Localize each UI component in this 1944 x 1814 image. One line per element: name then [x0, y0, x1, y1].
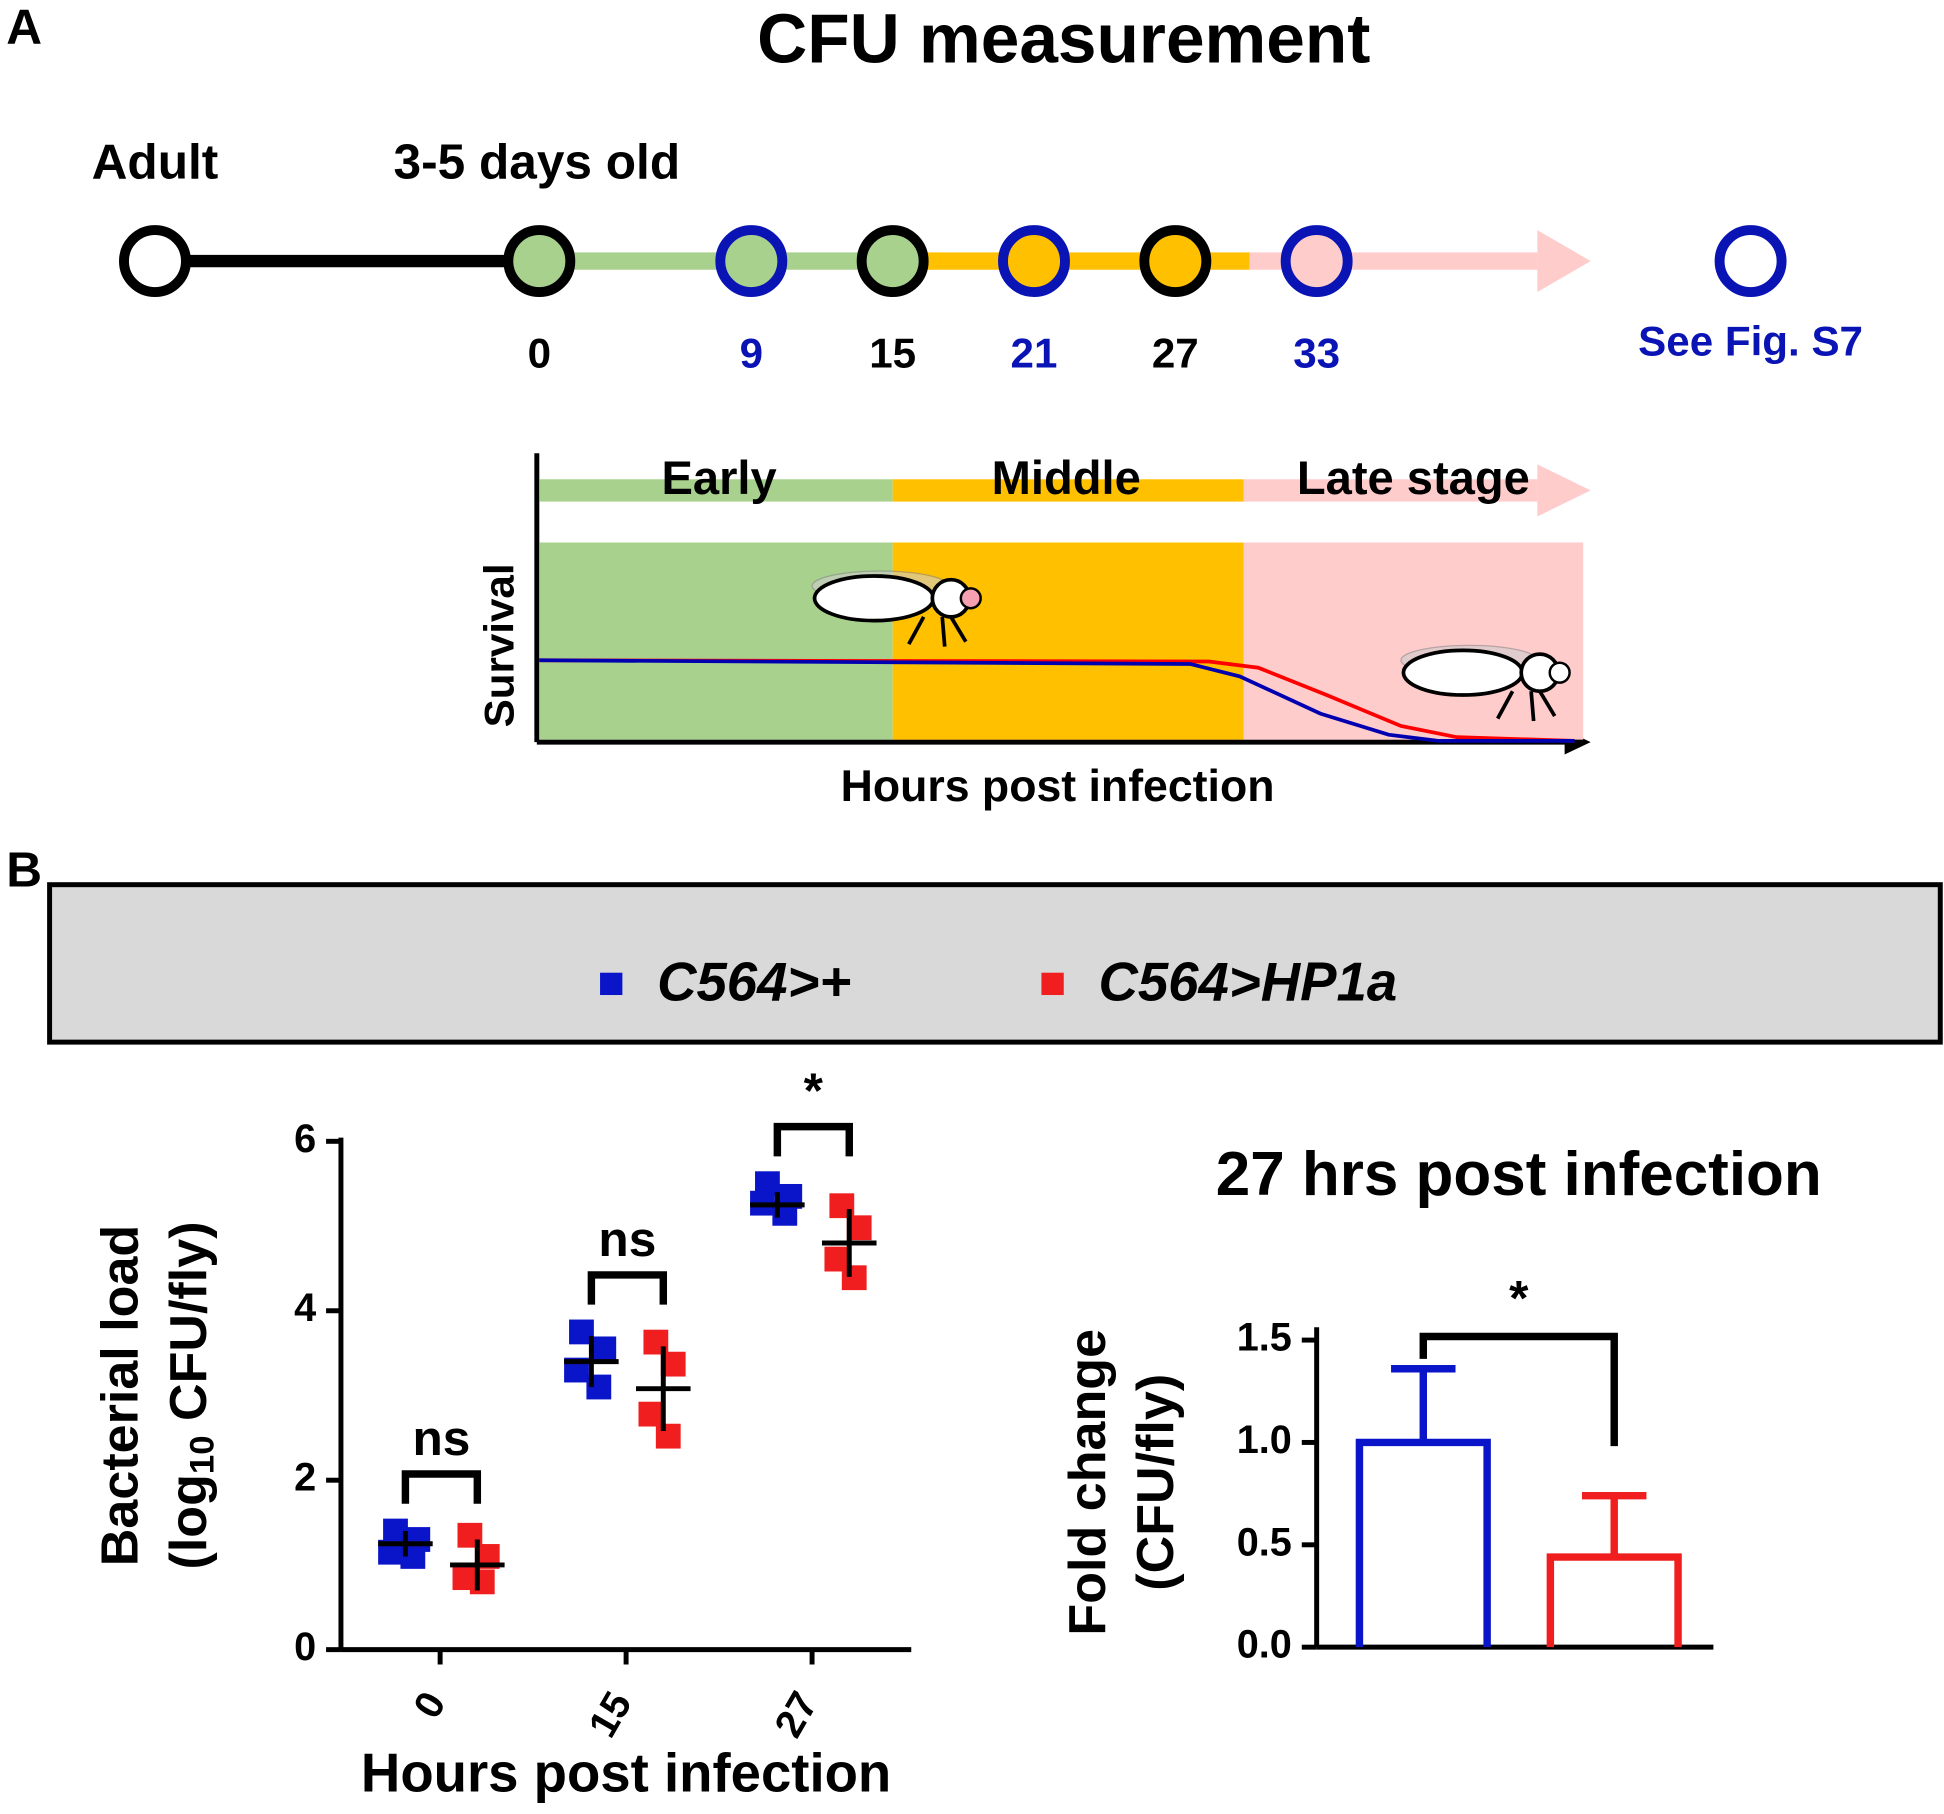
y-tick-label: 1.0: [1237, 1418, 1292, 1462]
timeline-node: [119, 225, 191, 298]
survival-curve: [539, 658, 1575, 743]
stage-block: [1243, 542, 1584, 740]
y-tick-label: 0.0: [1237, 1623, 1292, 1667]
timeline-label: 21: [1011, 330, 1058, 377]
timeline-arrow: [1537, 230, 1591, 293]
fly-legs: [1496, 690, 1557, 722]
x-tick-label: 0: [405, 1684, 454, 1725]
stage-block: [892, 542, 1244, 740]
stage-band: [1243, 479, 1538, 502]
y-tick-label: 0.5: [1237, 1520, 1292, 1564]
panel-label: B: [6, 842, 42, 898]
stage-arrow: [1537, 464, 1591, 517]
x-label: Hours post infection: [361, 1743, 891, 1804]
stage-block: [539, 542, 893, 740]
timeline-label: 15: [869, 330, 916, 377]
data-point: [591, 1336, 617, 1362]
x-tick-label: 27: [766, 1684, 826, 1744]
timeline-label: 33: [1293, 330, 1340, 377]
survival-curve: [539, 658, 1575, 743]
chart-title: 27 hrs post infection: [1216, 1140, 1822, 1209]
sig-bracket: [773, 1122, 853, 1157]
y-tick-label: 1.5: [1237, 1316, 1292, 1360]
legend-label: C564>HP1a: [1098, 952, 1397, 1013]
data-point: [638, 1401, 664, 1427]
timeline-node: [1139, 225, 1212, 298]
data-point: [841, 1265, 867, 1291]
y-label-part: (log: [160, 1474, 218, 1569]
stage-label: Late stage: [1297, 451, 1530, 504]
timeline-node: [715, 225, 788, 298]
fly-eye: [1548, 661, 1571, 684]
y-label: (log10 CFU/fly): [160, 1221, 222, 1569]
sig-bracket: [401, 1470, 482, 1504]
timeline-node: [998, 225, 1070, 298]
data-point: [469, 1569, 495, 1595]
timeline-node: [503, 225, 576, 298]
panel-label: A: [6, 0, 42, 55]
y-tick-label: 2: [294, 1456, 316, 1500]
stage-label: Early: [661, 451, 776, 504]
timeline-node: [856, 225, 929, 298]
legend-label: C564>+: [657, 952, 851, 1013]
bar: [1546, 1553, 1682, 1648]
y-label-part: CFU/fly): [160, 1221, 218, 1435]
start-label: Adult: [92, 134, 219, 190]
y-label-sub: 10: [184, 1435, 222, 1474]
y-label: Fold change: [1059, 1329, 1117, 1636]
title: CFU measurement: [757, 0, 1370, 77]
sig-label: *: [1509, 1270, 1529, 1326]
fly-legs: [907, 615, 968, 647]
bar: [1355, 1438, 1491, 1648]
sig-label: ns: [412, 1410, 470, 1466]
y-tick-label: 4: [294, 1286, 316, 1330]
legend-swatch: [600, 972, 623, 996]
y-tick-label: 6: [294, 1117, 316, 1161]
stage-label: Middle: [992, 451, 1141, 504]
x-label: Hours post infection: [841, 762, 1275, 811]
x-tick-label: 15: [580, 1684, 640, 1744]
stage-band: [892, 479, 1244, 502]
timeline-label: 27: [1152, 330, 1199, 377]
sig-label: ns: [598, 1211, 656, 1267]
timeline-node: [1280, 225, 1353, 298]
legend-box: [47, 882, 1943, 1045]
timeline-label: 0: [528, 330, 551, 377]
survival-label: Survival: [475, 563, 522, 727]
fly-body: [1401, 648, 1525, 697]
sig-bracket: [587, 1271, 668, 1305]
timeline-label: 9: [740, 330, 763, 377]
fly-eye: [959, 587, 982, 610]
y-tick-label: 0: [294, 1625, 316, 1669]
sig-label: *: [804, 1063, 824, 1119]
data-point: [655, 1423, 681, 1449]
stage-band: [539, 479, 893, 502]
timeline-node: [1714, 225, 1787, 298]
y-label: Bacterial load: [92, 1225, 150, 1566]
age-label: 3-5 days old: [394, 134, 681, 190]
legend-swatch: [1041, 972, 1064, 996]
y-label: (CFU/fly): [1127, 1374, 1185, 1591]
fly-body: [812, 574, 936, 623]
sig-bracket: [1419, 1332, 1618, 1447]
note: See Fig. S7: [1638, 317, 1863, 364]
